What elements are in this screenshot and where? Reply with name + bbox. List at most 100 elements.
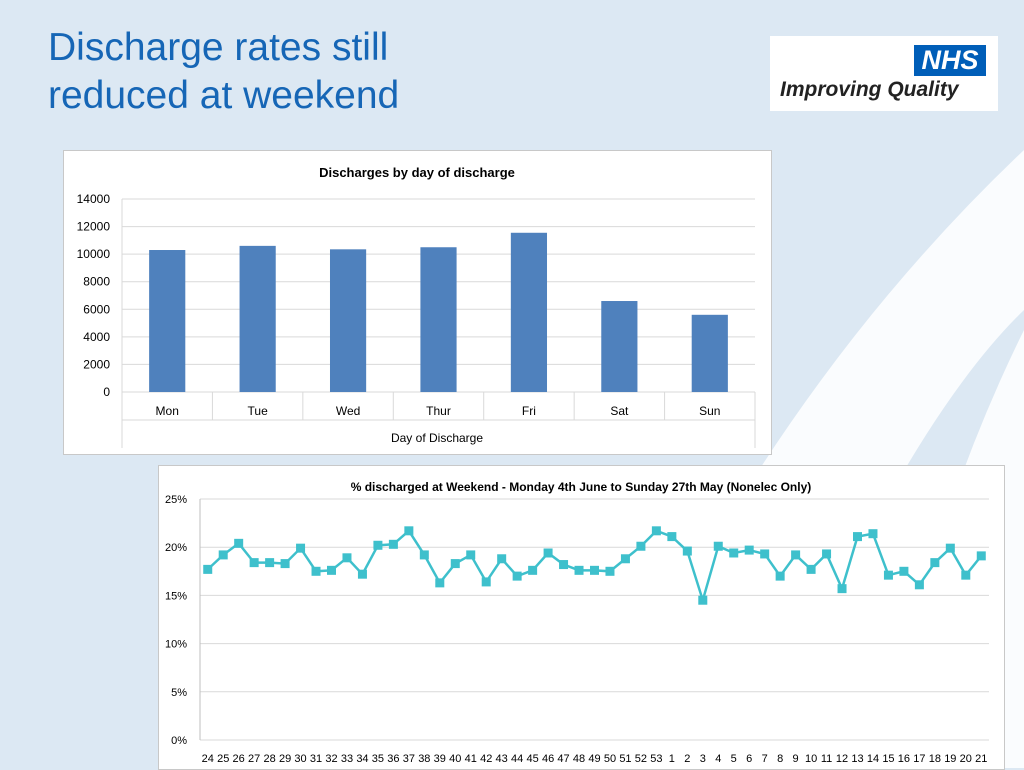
bar-chart-bar [239, 245, 276, 392]
line-chart-point [976, 551, 986, 561]
nhs-logo: NHS Improving Quality [770, 36, 998, 111]
line-chart-xtick-label: 24 [202, 753, 214, 765]
line-chart-xtick-label: 10 [805, 753, 817, 765]
line-chart-point [868, 529, 878, 539]
bar-chart-category-label: Sat [610, 404, 629, 418]
bar-chart-ytick-label: 4000 [83, 330, 110, 344]
nhs-logo-badge: NHS [914, 45, 986, 76]
line-chart-point [404, 526, 414, 536]
line-chart-point [497, 554, 507, 564]
line-chart-point [512, 571, 522, 581]
line-chart-point [481, 577, 491, 587]
bar-chart-category-label: Mon [156, 404, 179, 418]
bar-chart: Discharges by day of discharge Day of Di… [77, 165, 756, 448]
line-chart-point [590, 565, 599, 575]
bar-chart-bar [691, 314, 728, 392]
line-chart-xtick-label: 35 [372, 753, 384, 765]
line-chart-point [373, 540, 383, 550]
bar-chart-ytick-label: 14000 [77, 192, 111, 206]
line-chart-xtick-label: 7 [762, 753, 768, 765]
line-chart-xtick-label: 45 [526, 753, 538, 765]
line-chart-point [961, 570, 971, 580]
line-chart-point [280, 559, 290, 569]
bar-chart-panel: Discharges by day of discharge Day of Di… [63, 150, 772, 455]
bar-chart-ytick-label: 2000 [83, 357, 110, 371]
bar-chart-category-label: Tue [248, 404, 269, 418]
line-chart-xtick-label: 9 [793, 753, 799, 765]
line-chart-point [450, 559, 460, 569]
line-chart-xtick-label: 41 [465, 753, 477, 765]
line-chart-xtick-label: 36 [387, 753, 399, 765]
line-chart-xtick-label: 33 [341, 753, 353, 765]
line-chart-xtick-label: 14 [867, 753, 879, 765]
line-chart-point [311, 566, 321, 576]
line-chart-point [698, 595, 708, 605]
line-chart-ytick-label: 15% [165, 590, 187, 602]
line-chart-point [543, 548, 553, 558]
line-chart-xtick-label: 17 [913, 753, 925, 765]
line-chart-xtick-label: 4 [715, 753, 721, 765]
line-chart-point [651, 526, 661, 536]
line-chart-point [203, 564, 213, 574]
line-chart-xtick-label: 46 [542, 753, 554, 765]
line-chart-point [930, 558, 940, 568]
bar-chart-category-label: Wed [336, 404, 360, 418]
line-chart-point [667, 532, 677, 542]
line-chart-ytick-label: 20% [165, 542, 187, 554]
line-chart: % discharged at Weekend - Monday 4th Jun… [165, 480, 989, 765]
line-chart-xtick-label: 52 [635, 753, 647, 765]
line-chart-xtick-label: 27 [248, 753, 260, 765]
line-chart-point [357, 569, 367, 579]
line-chart-point [528, 565, 538, 575]
line-chart-point [899, 566, 909, 576]
line-chart-xtick-label: 32 [325, 753, 337, 765]
line-chart-point [559, 560, 569, 570]
line-chart-xtick-label: 49 [588, 753, 600, 765]
line-chart-ytick-label: 25% [165, 494, 187, 506]
line-chart-series-line [206, 528, 983, 605]
line-chart-point [791, 550, 801, 560]
line-chart-xtick-label: 20 [960, 753, 972, 765]
line-chart-point [265, 558, 275, 568]
line-chart-xtick-label: 38 [418, 753, 430, 765]
line-chart-xtick-label: 21 [975, 753, 987, 765]
line-chart-point [466, 550, 476, 560]
bar-chart-bar [510, 232, 548, 392]
line-chart-point [806, 564, 816, 574]
line-chart-xtick-label: 15 [882, 753, 894, 765]
line-chart-xtick-label: 3 [700, 753, 706, 765]
bar-chart-category-label: Thur [426, 404, 451, 418]
line-chart-title: % discharged at Weekend - Monday 4th Jun… [351, 480, 812, 494]
bar-chart-xlabel: Day of Discharge [391, 431, 483, 445]
line-chart-point [419, 550, 429, 560]
line-chart-xtick-label: 40 [449, 753, 461, 765]
line-chart-xtick-label: 51 [619, 753, 631, 765]
line-chart-xtick-label: 29 [279, 753, 291, 765]
line-chart-xtick-label: 11 [821, 753, 832, 765]
line-chart-xtick-label: 16 [898, 753, 910, 765]
line-chart-point [620, 554, 630, 564]
line-chart-panel: % discharged at Weekend - Monday 4th Jun… [158, 465, 1005, 770]
line-chart-point [822, 549, 832, 559]
bar-chart-bar [601, 301, 638, 392]
line-chart-xtick-label: 37 [403, 753, 415, 765]
bar-chart-ytick-label: 0 [103, 385, 110, 399]
line-chart-xtick-label: 6 [746, 753, 752, 765]
line-chart-point [327, 565, 336, 575]
line-chart-xtick-label: 2 [684, 753, 690, 765]
line-chart-xtick-label: 26 [233, 753, 245, 765]
line-chart-xtick-label: 48 [573, 753, 585, 765]
line-chart-xtick-label: 1 [669, 753, 675, 765]
line-chart-xtick-label: 34 [356, 753, 368, 765]
line-chart-point [853, 532, 862, 542]
line-chart-point [914, 580, 924, 590]
line-chart-xtick-label: 39 [434, 753, 446, 765]
line-chart-xtick-label: 42 [480, 753, 492, 765]
line-chart-point [744, 545, 754, 555]
line-chart-point [605, 566, 615, 576]
line-chart-point [574, 565, 584, 575]
line-chart-xtick-label: 44 [511, 753, 523, 765]
line-chart-point [388, 539, 398, 549]
line-chart-xtick-label: 53 [650, 753, 662, 765]
line-chart-xtick-label: 30 [294, 753, 306, 765]
